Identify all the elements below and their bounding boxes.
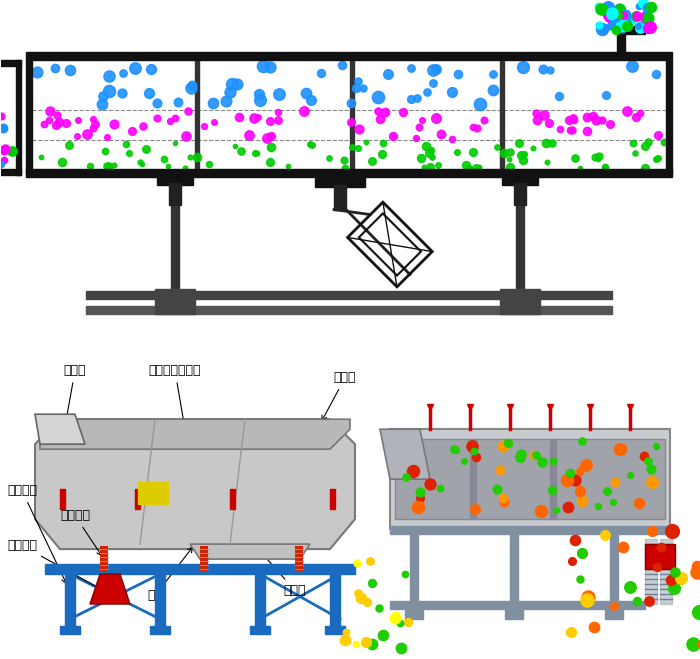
Text: 筛箱: 筛箱 [148,547,192,602]
Bar [500,55,504,175]
Bar [26,52,672,60]
Bar [470,439,476,519]
Polygon shape [380,429,430,479]
Bar [250,626,270,634]
Bar [45,564,355,574]
Bar [26,169,672,177]
Polygon shape [645,544,675,569]
Polygon shape [35,415,85,444]
Text: 减震弹簧: 减震弹簧 [60,509,102,556]
Text: 进料口: 进料口 [64,364,86,422]
Bar [510,529,518,609]
Text: 振动电机: 振动电机 [7,539,106,592]
Text: 电机台座: 电机台座 [7,484,66,583]
Bar [155,289,195,314]
Bar [405,607,423,619]
Bar [645,539,657,604]
Polygon shape [390,429,670,529]
Bar [605,607,623,619]
Bar [550,439,556,519]
Bar [330,489,335,509]
Bar [505,607,523,619]
Bar [85,291,612,299]
Bar [390,526,675,534]
Bar [26,60,32,175]
Bar [617,27,625,52]
Bar [60,489,65,509]
Bar [85,306,612,314]
Bar [138,482,168,504]
Bar [666,60,672,175]
Bar [625,26,645,34]
Bar [169,183,181,204]
Bar [150,626,170,634]
Polygon shape [35,419,355,549]
Bar [60,626,80,634]
Bar [0,169,21,175]
Text: 出料口: 出料口 [262,554,307,597]
Bar [0,60,21,66]
Polygon shape [190,544,310,559]
Bar [500,289,540,314]
Bar [350,55,354,175]
Bar [200,546,208,571]
Bar [660,539,672,604]
Polygon shape [70,449,340,519]
Polygon shape [40,419,350,449]
Polygon shape [90,574,130,604]
Bar [135,489,140,509]
Bar [610,529,618,609]
Bar [172,204,179,299]
Bar [155,571,165,629]
Bar [295,546,303,571]
Text: 内置筛框、筛网: 内置筛框、筛网 [148,364,202,425]
Bar [516,204,524,299]
Bar [514,183,526,204]
Bar [158,177,193,185]
Polygon shape [395,439,665,519]
Bar [325,626,345,634]
Bar [410,529,418,609]
Bar [195,55,199,175]
Bar [65,571,75,629]
Bar [100,546,108,571]
Bar [230,489,235,509]
Bar [330,571,340,629]
Bar [315,177,365,186]
Bar [15,60,21,175]
Bar [334,185,346,210]
Text: 密封盖: 密封盖 [322,371,356,420]
Bar [502,177,538,185]
Bar [390,601,645,609]
Bar [255,571,265,629]
